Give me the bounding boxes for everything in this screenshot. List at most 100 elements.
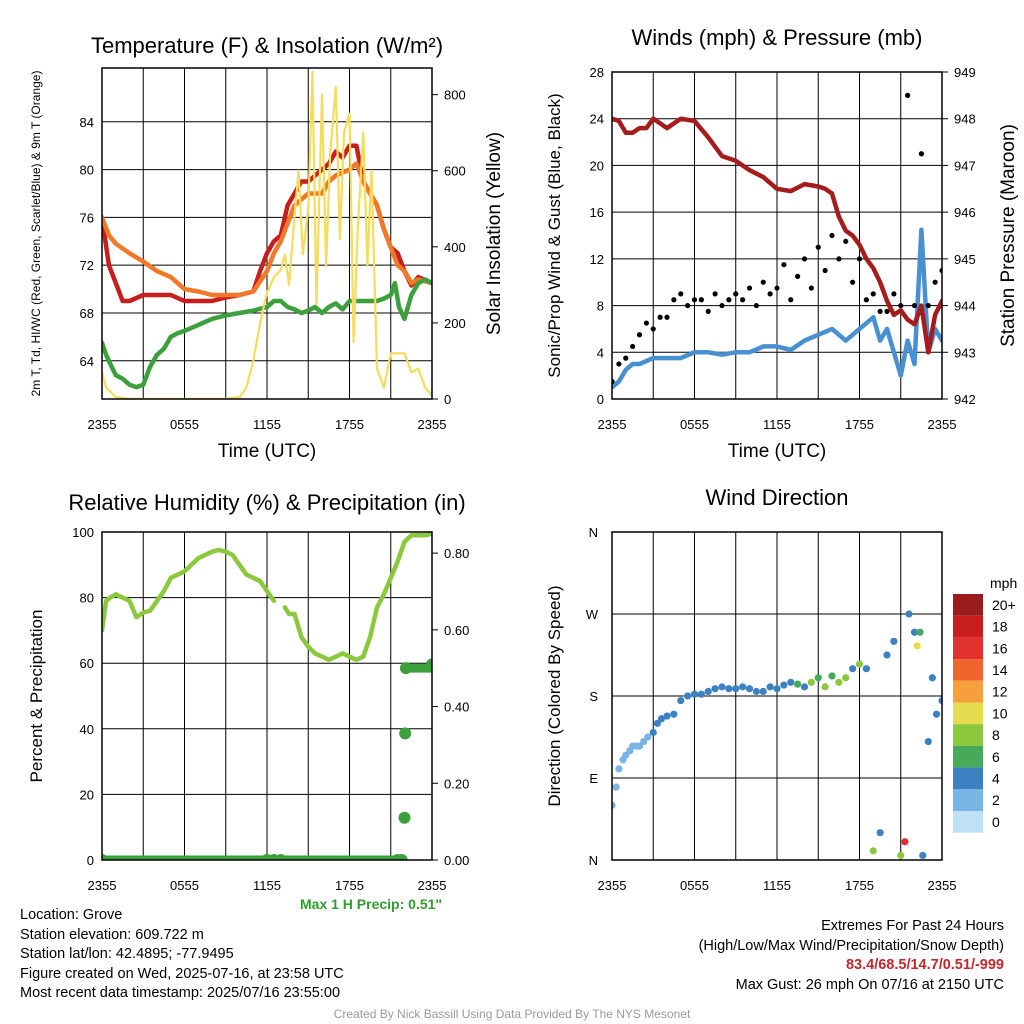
- data-point: [890, 637, 898, 645]
- y2-tick-label: 0.40: [444, 700, 469, 715]
- plot-frame: [611, 531, 943, 861]
- plot-frame: [101, 531, 433, 861]
- data-point: [704, 687, 712, 696]
- data-point: [781, 262, 787, 268]
- data-point: [691, 297, 698, 303]
- legend-swatch: [953, 659, 983, 681]
- data-point: [705, 308, 711, 315]
- data-point: [753, 302, 759, 309]
- data-point: [780, 681, 788, 689]
- y-tick-label: 72: [80, 258, 94, 273]
- legend-label: 16: [992, 640, 1008, 656]
- x-tick-label: 1155: [763, 417, 791, 432]
- data-point: [850, 279, 856, 285]
- data-point: [685, 302, 691, 309]
- plot-frame: [101, 67, 433, 400]
- data-point: [910, 628, 919, 636]
- data-point: [869, 847, 877, 855]
- x-axis-label: Time (UTC): [728, 441, 827, 462]
- data-point: [924, 737, 932, 746]
- y-tick-label: 40: [80, 722, 94, 737]
- data-point: [640, 737, 648, 746]
- legend-swatch: [953, 702, 983, 725]
- data-point: [788, 297, 794, 303]
- x-tick-label: 1755: [845, 417, 874, 432]
- data-point: [732, 685, 740, 693]
- y-tick-label: 68: [80, 306, 94, 321]
- chart-title: Wind Direction: [705, 485, 848, 510]
- data-point: [740, 297, 746, 303]
- x-tick-label: 1155: [253, 878, 281, 893]
- data-point: [913, 642, 921, 650]
- x-tick-label: 2355: [928, 878, 957, 893]
- latlon-text: Station lat/lon: 42.4895; -77.9495: [20, 946, 234, 963]
- x-tick-label: 2355: [928, 417, 957, 432]
- legend-label: 10: [992, 705, 1008, 721]
- y-tick-label: S: [589, 689, 598, 704]
- data-point: [752, 687, 760, 696]
- y-tick-label: 16: [590, 205, 604, 220]
- y-tick-label: 8: [597, 299, 604, 314]
- y2-tick-label: 400: [444, 240, 466, 255]
- data-point: [615, 765, 623, 773]
- data-point: [807, 678, 815, 686]
- data-point: [399, 727, 412, 740]
- y-tick-label: 24: [590, 112, 604, 127]
- data-point: [821, 683, 829, 691]
- data-point: [664, 314, 670, 320]
- y2-tick-label: 0.20: [444, 776, 469, 791]
- data-point: [901, 838, 909, 846]
- chart-panel-3: Relative Humidity (%) & Precipitation (i…: [27, 490, 469, 893]
- data-point: [663, 712, 671, 720]
- data-point: [849, 665, 857, 673]
- data-point: [884, 308, 890, 315]
- data-point: [760, 279, 766, 285]
- data-point: [905, 610, 913, 618]
- data-point: [787, 678, 795, 686]
- data-point: [712, 291, 718, 297]
- x-tick-label: 2355: [88, 878, 117, 893]
- chart-title: Temperature (F) & Insolation (W/m²): [91, 33, 443, 58]
- data-point: [898, 302, 904, 309]
- legend-swatch: [953, 767, 983, 790]
- data-point: [759, 687, 767, 696]
- y-tick-label: 28: [590, 65, 604, 80]
- data-point: [856, 256, 863, 262]
- legend-swatch: [953, 789, 983, 811]
- data-point: [808, 285, 814, 291]
- y-tick-label: 12: [590, 252, 604, 267]
- data-point: [698, 297, 704, 303]
- y-tick-label: 84: [80, 115, 94, 130]
- y-tick-label: 60: [80, 656, 94, 671]
- chart-panel-1: Temperature (F) & Insolation (W/m²) 2355 0…: [29, 33, 505, 462]
- y-tick-label: 80: [80, 163, 94, 178]
- data-point: [649, 728, 657, 737]
- y2-tick-label: 947: [954, 158, 976, 173]
- y2-tick-label: 600: [444, 164, 466, 179]
- y2-tick-label: 200: [444, 316, 466, 331]
- x-tick-label: 2355: [418, 878, 447, 893]
- data-point: [718, 683, 726, 691]
- data-point: [842, 674, 850, 682]
- y2-tick-label: 800: [444, 88, 466, 103]
- y2-tick-label: 946: [954, 205, 976, 220]
- x-tick-label: 1755: [845, 878, 874, 893]
- y2-tick-label: 942: [954, 392, 976, 407]
- legend-title: mph: [990, 575, 1017, 591]
- legend-label: 4: [992, 770, 1000, 786]
- data-point: [635, 742, 644, 750]
- y-tick-label: 0: [87, 853, 94, 868]
- chart-title: Winds (mph) & Pressure (mb): [632, 25, 923, 50]
- series-line: [102, 70, 432, 399]
- data-point: [911, 302, 918, 309]
- x-tick-label: 2355: [598, 878, 627, 893]
- station-info: Location: Grove Station elevation: 609.7…: [20, 906, 344, 1004]
- data-point: [928, 674, 936, 682]
- data-point: [612, 783, 620, 791]
- y2-tick-label: 943: [954, 345, 976, 360]
- data-layer: [102, 70, 432, 399]
- data-point: [726, 297, 732, 303]
- data-point: [916, 628, 924, 636]
- data-point: [690, 690, 699, 698]
- y-axis-label: Percent & Precipitation: [27, 610, 46, 783]
